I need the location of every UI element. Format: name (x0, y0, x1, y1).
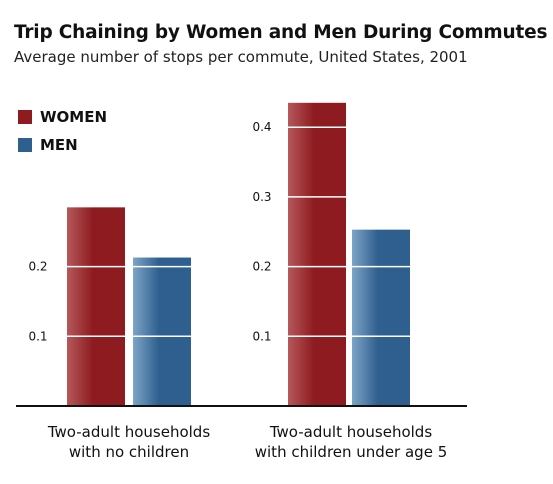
y-tick-label-2-0.3: 0.3 (252, 190, 271, 204)
bar-men-1 (133, 257, 191, 406)
y-tick-label-2-0.1: 0.1 (252, 329, 271, 343)
legend-item-men: MEN (18, 131, 107, 159)
legend: WOMEN MEN (18, 103, 107, 159)
legend-swatch-women (18, 110, 32, 124)
y-tick-label-2-0.2: 0.2 (252, 260, 271, 274)
category-label-2-line-2: with children under age 5 (255, 443, 448, 461)
chart-title: Trip Chaining by Women and Men During Co… (14, 22, 548, 43)
bar-women-1 (67, 207, 125, 406)
bar-women-2 (288, 102, 346, 407)
category-label-1-line-1: Two-adult households (47, 423, 210, 441)
y-tick-label-1-0.2: 0.2 (28, 260, 47, 274)
legend-item-women: WOMEN (18, 103, 107, 131)
chart-subtitle: Average number of stops per commute, Uni… (14, 48, 468, 66)
y-tick-label-1-0.1: 0.1 (28, 329, 47, 343)
bar-men-2 (352, 229, 410, 406)
legend-label-women: WOMEN (40, 108, 108, 126)
category-label-2-line-1: Two-adult households (269, 423, 432, 441)
legend-label-men: MEN (40, 136, 78, 154)
y-tick-label-2-0.4: 0.4 (252, 120, 271, 134)
category-label-1-line-2: with no children (69, 443, 189, 461)
legend-swatch-men (18, 138, 32, 152)
